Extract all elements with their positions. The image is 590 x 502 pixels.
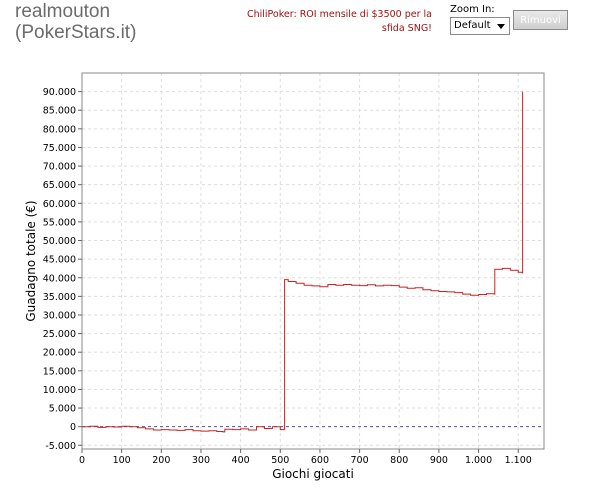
remove-button[interactable]: Rimuovi [513, 10, 568, 30]
promo-text-line1: ChiliPoker: ROI mensile di $3500 per la [246, 9, 432, 20]
x-axis-label: Giochi giocati [272, 467, 354, 481]
zoom-select-value: Default [454, 20, 491, 31]
x-axis-ticks: 0 100 200 300 400 500 600 700 800 900 1.000 1.100 [79, 449, 532, 466]
x-tick-label: 900 [430, 455, 448, 466]
y-tick-label: 50.000 [43, 236, 76, 247]
promo-link[interactable]: ChiliPoker: ROI mensile di $3500 per la … [240, 8, 432, 36]
y-tick-label: 10.000 [43, 385, 76, 396]
x-tick-label: 0 [79, 455, 85, 466]
promo-text-line2: sfida SNG! [381, 23, 432, 34]
player-name: realmouton (PokerStars.it) [15, 1, 136, 43]
y-tick-label: 40.000 [43, 273, 76, 284]
y-tick-label: 25.000 [43, 329, 76, 340]
y-tick-label: 35.000 [43, 292, 76, 303]
player-nickname: realmouton [15, 1, 111, 22]
x-tick-label: 200 [152, 455, 170, 466]
x-tick-label: 600 [311, 455, 329, 466]
zoom-label: Zoom In: [450, 4, 495, 15]
x-tick-label: 100 [113, 455, 131, 466]
y-tick-label: 30.000 [43, 310, 76, 321]
zoom-select[interactable]: Default [450, 17, 510, 35]
player-site: (PokerStars.it) [15, 22, 137, 43]
y-tick-label: 90.000 [43, 87, 76, 98]
x-tick-label: 400 [232, 455, 250, 466]
y-tick-label: 85.000 [43, 106, 76, 117]
plot-area-frame [81, 72, 545, 450]
x-tick-label: 800 [390, 455, 408, 466]
y-tick-label: 5.000 [49, 404, 76, 415]
x-tick-label: 300 [192, 455, 210, 466]
y-tick-label: 80.000 [43, 124, 76, 135]
y-tick-label: 0 [70, 422, 76, 433]
y-tick-label: 75.000 [43, 143, 76, 154]
chevron-down-icon [497, 24, 505, 29]
y-tick-label: 45.000 [43, 255, 76, 266]
y-axis-ticks: -5.000 0 5.000 10.000 15.000 20.000 25.000 30.0… [43, 87, 82, 452]
y-tick-label: 15.000 [43, 366, 76, 377]
grid-lines [81, 73, 544, 449]
x-tick-label: 700 [351, 455, 369, 466]
y-tick-label: 60.000 [43, 199, 76, 210]
y-axis-label: Guadagno totale (€) [24, 200, 38, 321]
series-line-profit [82, 91, 524, 433]
x-tick-label: 1.000 [465, 455, 492, 466]
x-tick-label: 1.100 [505, 455, 532, 466]
y-tick-label: 20.000 [43, 348, 76, 359]
y-tick-label: 55.000 [43, 217, 76, 228]
y-tick-label: -5.000 [45, 441, 76, 452]
x-tick-label: 500 [271, 455, 289, 466]
y-tick-label: 65.000 [43, 180, 76, 191]
y-tick-label: 70.000 [43, 162, 76, 173]
